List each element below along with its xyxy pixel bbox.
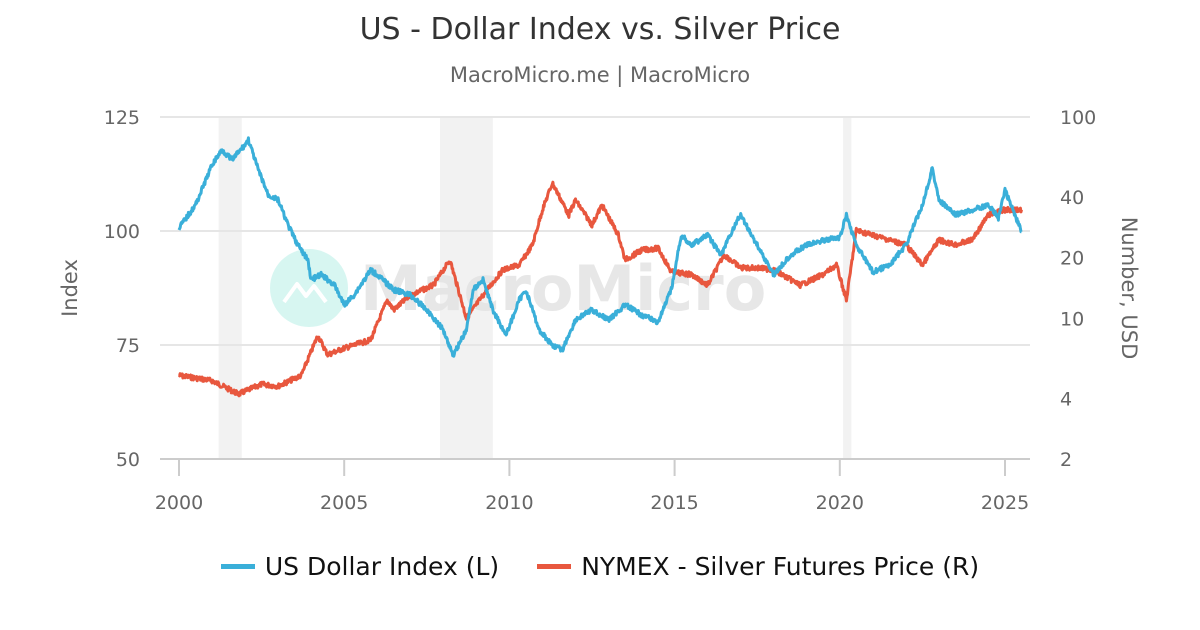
legend-item-us-dollar-index[interactable]: US Dollar Index (L) — [220, 552, 500, 581]
left-axis-title: Index — [58, 259, 82, 317]
legend: US Dollar Index (L) NYMEX - Silver Futur… — [0, 552, 1200, 581]
series-line-us-dollar-index — [177, 136, 1023, 358]
x-tick-label: 2005 — [320, 492, 368, 514]
x-tick-label: 2015 — [650, 492, 698, 514]
legend-swatch-red — [537, 564, 572, 569]
series-lines — [177, 136, 1023, 398]
left-tick-label: 125 — [104, 107, 140, 129]
x-tick-label: 2025 — [981, 492, 1029, 514]
recession-band — [440, 117, 493, 459]
right-tick-label: 40 — [1060, 187, 1084, 209]
x-tick-label: 2020 — [816, 492, 864, 514]
right-tick-label: 4 — [1060, 388, 1072, 410]
legend-label: US Dollar Index (L) — [264, 552, 500, 581]
legend-swatch-blue — [220, 564, 255, 569]
right-tick-label: 10 — [1060, 308, 1084, 330]
series-line-silver-futures — [178, 180, 1023, 398]
left-tick-label: 75 — [116, 335, 140, 357]
left-tick-label: 100 — [104, 221, 140, 243]
legend-label: NYMEX - Silver Futures Price (R) — [581, 552, 980, 581]
legend-item-silver-futures[interactable]: NYMEX - Silver Futures Price (R) — [537, 552, 979, 581]
right-tick-label: 100 — [1060, 107, 1096, 129]
x-tick-label: 2010 — [485, 492, 533, 514]
right-axis-title: Number, USD — [1117, 217, 1141, 360]
x-axis: 2000 2005 2010 2015 2020 2025 — [155, 459, 1029, 514]
chart-title: US - Dollar Index vs. Silver Price — [359, 12, 841, 47]
recession-band — [218, 117, 242, 459]
watermark: MacroMicro — [270, 249, 766, 327]
right-tick-label: 2 — [1060, 449, 1072, 471]
left-y-axis: 125 100 75 50 — [104, 107, 140, 471]
right-tick-label: 20 — [1060, 248, 1084, 270]
gridlines — [160, 116, 1030, 460]
left-tick-label: 50 — [116, 449, 140, 471]
watermark-logo-mountain-icon — [282, 282, 328, 304]
chart-subtitle: MacroMicro.me | MacroMicro — [449, 63, 751, 87]
x-tick-label: 2000 — [155, 492, 203, 514]
right-y-axis: 100 40 20 10 4 2 — [1060, 107, 1096, 471]
watermark-logo-icon — [270, 249, 348, 327]
